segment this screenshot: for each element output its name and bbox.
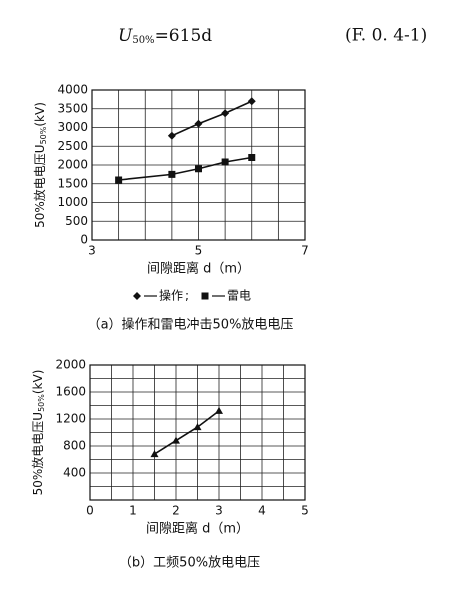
marker-diamond	[247, 97, 256, 106]
marker-square	[195, 165, 202, 173]
formula: U50%=615d	[118, 26, 212, 46]
marker-diamond	[167, 131, 176, 140]
marker-square	[221, 158, 229, 166]
y-tick-label: 2000	[55, 358, 86, 372]
y-tick-label: 3000	[57, 120, 88, 134]
marker-triangle	[150, 450, 159, 458]
formula-rhs: =615d	[155, 26, 213, 46]
y-tick-label: 1600	[55, 385, 86, 399]
marker-triangle	[215, 406, 223, 414]
y-tick-label: 4000	[57, 83, 88, 97]
marker-diamond	[221, 109, 230, 118]
x-tick-label: 3	[88, 244, 96, 258]
y-axis-label: 50%放电电压U50%(kV)	[32, 102, 48, 228]
y-tick-label: 1000	[57, 195, 88, 209]
x-tick-label: 0	[86, 504, 94, 518]
figure-caption: （a）操作和雷电冲击50%放电电压	[88, 317, 294, 333]
y-label-text: 50%放电电压U	[30, 412, 45, 495]
marker-square	[248, 154, 256, 161]
x-tick-label: 1	[129, 504, 137, 518]
x-axis-label: 间隙距离 d（m）	[146, 521, 249, 537]
marker-diamond	[194, 119, 203, 128]
y-tick-label: 400	[63, 466, 86, 480]
series-line	[154, 410, 220, 455]
x-tick-label: 4	[258, 504, 266, 518]
x-tick-label: 2	[172, 504, 180, 518]
y-label-sub: 50%	[39, 126, 48, 144]
x-tick-label: 3	[215, 504, 223, 518]
y-tick-label: 500	[65, 214, 88, 228]
y-axis-label: 50%放电电压U50%(kV)	[30, 370, 46, 496]
series-line	[171, 100, 253, 137]
y-label-unit: (kV)	[33, 102, 47, 127]
y-label-text: 50%放电电压U	[32, 144, 47, 227]
legend-label: 操作	[159, 288, 183, 303]
y-tick-label: 2500	[57, 139, 88, 153]
marker-triangle	[172, 436, 180, 444]
y-tick-label: 1200	[55, 412, 86, 426]
figure-caption: （b）工频50%放电电压	[119, 556, 260, 571]
x-axis-label: 间隙距离 d（m）	[147, 261, 250, 277]
y-label-unit: (kV)	[31, 370, 45, 395]
x-tick-label: 7	[301, 244, 309, 258]
formula-sub: 50%	[132, 35, 154, 46]
plot-frame	[89, 364, 306, 501]
y-tick-label: 3500	[57, 101, 88, 115]
y-tick-label: 800	[63, 439, 86, 453]
marker-square	[168, 170, 176, 178]
marker-square	[115, 176, 123, 184]
y-label-sub: 50%	[37, 394, 46, 412]
x-tick-label: 5	[195, 244, 203, 258]
series-line	[118, 156, 252, 181]
legend-label: 雷电	[227, 289, 251, 303]
marker-triangle	[193, 423, 202, 431]
x-tick-label: 5	[301, 504, 309, 518]
plot-frame	[91, 89, 306, 241]
y-tick-label: 2000	[57, 158, 88, 172]
marker-diamond	[133, 292, 141, 300]
formula-number: (F. 0. 4-1)	[345, 26, 427, 46]
y-tick-label: 0	[80, 233, 88, 247]
legend-separator: ;	[185, 289, 189, 303]
marker-square	[201, 292, 209, 300]
y-tick-label: 1500	[57, 176, 88, 190]
formula-lhs: U	[118, 26, 133, 46]
